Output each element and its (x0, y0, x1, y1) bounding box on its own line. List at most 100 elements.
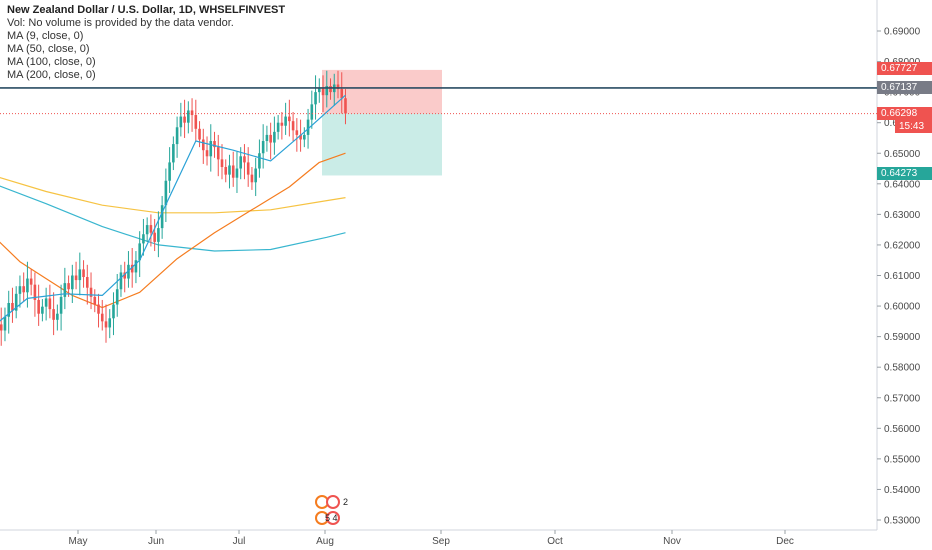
candle-body (194, 115, 198, 129)
candle-body (276, 122, 280, 132)
candle-body (231, 165, 235, 178)
volume-note: Vol: No volume is provided by the data v… (7, 17, 234, 29)
candle-body (14, 293, 18, 311)
x-tick-label: Nov (663, 536, 681, 547)
candle-body (7, 303, 11, 317)
candle-body (63, 283, 67, 297)
event-count-bottom: 5 4 (325, 513, 338, 523)
candle-body (134, 260, 138, 273)
y-tick-label: 0.55000 (884, 454, 921, 465)
candle-body (119, 272, 123, 290)
candle-body (258, 153, 261, 169)
candle-body (89, 287, 93, 297)
x-tick-label: Sep (432, 536, 450, 547)
candle-body (48, 298, 52, 310)
candle-body (273, 131, 276, 143)
resistance-price-tag: 0.67137 (877, 81, 932, 94)
candle-body (303, 134, 306, 140)
ma50-legend[interactable]: MA (50, close, 0) (7, 43, 90, 55)
y-tick-label: 0.56000 (884, 424, 921, 435)
candle-body (145, 225, 149, 235)
candle-body (314, 92, 317, 105)
candle-body (11, 303, 14, 311)
y-tick-label: 0.57000 (884, 393, 921, 404)
event-flag-icon (326, 511, 340, 525)
candle-body (149, 225, 153, 233)
candle-body (56, 313, 59, 320)
candle-body (288, 116, 291, 122)
y-tick-label: 0.60000 (884, 302, 921, 313)
x-tick-label: Dec (776, 536, 794, 547)
candle-body (220, 159, 224, 168)
candle-body (284, 116, 287, 126)
candle-body (71, 275, 74, 290)
candle-body (299, 134, 302, 140)
ma200-legend[interactable]: MA (200, close, 0) (7, 69, 96, 81)
candle-body (216, 147, 220, 160)
candle-body (85, 277, 89, 288)
x-tick-label: May (69, 536, 88, 547)
candle-body (187, 110, 190, 123)
candle-body (59, 296, 63, 314)
candle-body (138, 243, 141, 261)
candle-body (265, 134, 269, 142)
event-count-top: 2 (343, 497, 348, 507)
candle-body (228, 165, 231, 175)
y-tick-label: 0.65000 (884, 149, 921, 160)
candle-body (205, 150, 209, 157)
candle-body (142, 234, 145, 244)
last-price-tag: 0.66298 (877, 107, 932, 120)
candle-body (213, 141, 216, 148)
candle-body (18, 286, 22, 294)
candle-body (104, 321, 108, 328)
ma50-line (0, 152, 346, 309)
y-tick-label: 0.62000 (884, 240, 921, 251)
candle-body (100, 313, 104, 322)
candle-body (157, 228, 160, 242)
candle-body (183, 116, 186, 123)
y-tick-label: 0.61000 (884, 271, 921, 282)
candle-body (29, 278, 33, 285)
y-tick-label: 0.69000 (884, 27, 921, 38)
candle-body (269, 134, 272, 143)
candle-body (93, 296, 97, 305)
ma100-line (0, 176, 346, 214)
candle-body (306, 119, 310, 135)
candle-body (22, 286, 25, 293)
candle-body (44, 298, 48, 307)
candle-body (254, 168, 257, 183)
candle-body (291, 121, 295, 131)
candle-body (3, 316, 7, 331)
candle-body (41, 306, 44, 314)
candle-body (26, 278, 29, 293)
candle-body (235, 168, 239, 178)
ma100-legend[interactable]: MA (100, close, 0) (7, 56, 96, 68)
candle-body (190, 110, 194, 116)
candle-body (239, 156, 243, 169)
candle-body (160, 205, 164, 229)
ma9-legend[interactable]: MA (9, close, 0) (7, 30, 84, 42)
x-tick-label: Jul (233, 536, 246, 547)
chart-legend: New Zealand Dollar / U.S. Dollar, 1D, WH… (7, 4, 285, 82)
bar-countdown-tag: 15:43 (895, 120, 932, 133)
candle-body (74, 275, 78, 281)
candle-body (37, 299, 40, 314)
candle-body (198, 128, 201, 140)
candle-body (175, 127, 179, 145)
y-tick-label: 0.64000 (884, 179, 921, 190)
candle-body (250, 174, 254, 183)
event-flag-icon (326, 495, 340, 509)
candle-body (201, 139, 205, 151)
y-tick-label: 0.58000 (884, 363, 921, 374)
symbol-title[interactable]: New Zealand Dollar / U.S. Dollar, 1D, WH… (7, 4, 286, 16)
candle-body (130, 264, 134, 273)
candle-body (246, 162, 250, 175)
candle-body (317, 87, 321, 93)
stop-price-tag: 0.67727 (877, 62, 932, 75)
candle-body (168, 162, 171, 181)
target-price-tag: 0.64273 (877, 167, 932, 180)
candle-body (209, 141, 213, 157)
candle-body (97, 304, 100, 314)
candle-body (123, 272, 127, 279)
